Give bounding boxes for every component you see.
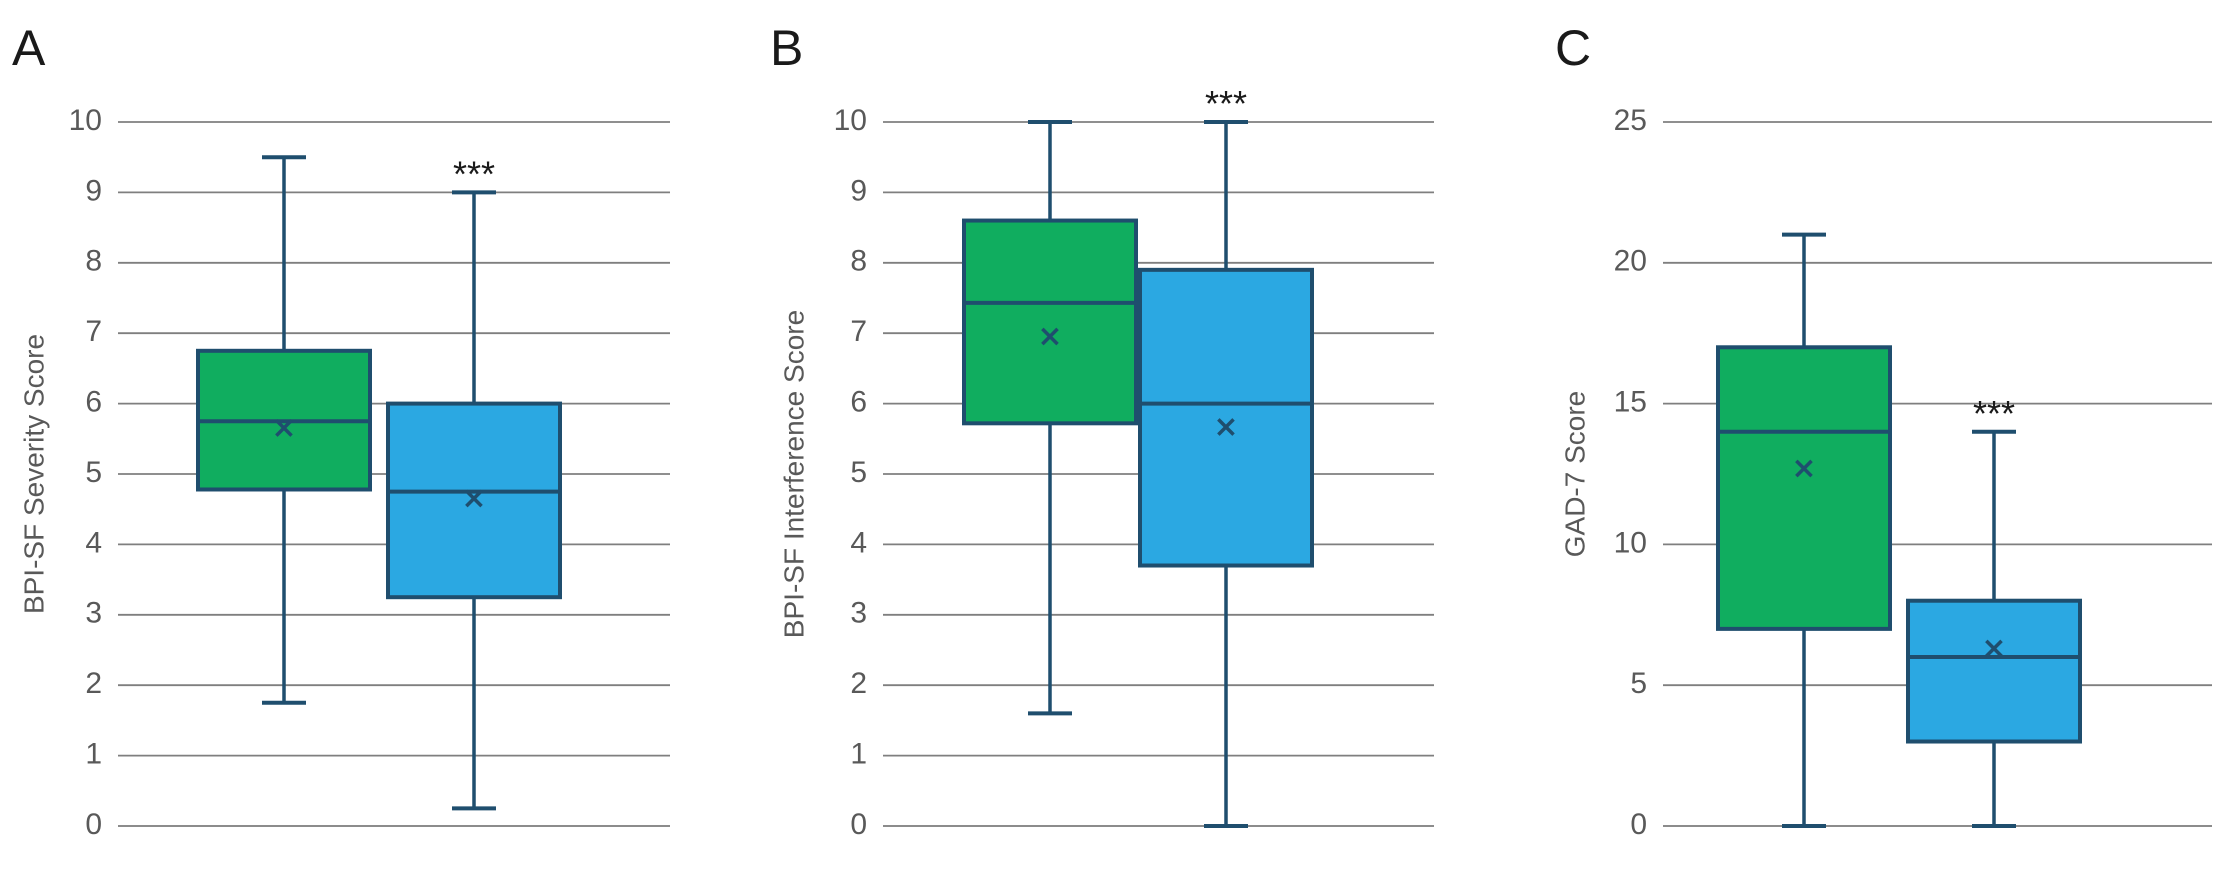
panel-c: C 0 5 10 15 20 25 GAD-7 Score × × ***	[1555, 20, 2212, 841]
y-tick-label: 6	[85, 386, 102, 419]
y-tick-label: 25	[1614, 104, 1647, 137]
y-tick-label: 0	[1630, 808, 1647, 841]
y-tick-label: 0	[850, 808, 867, 841]
y-tick-label: 3	[850, 597, 867, 630]
significance-label: ***	[453, 153, 495, 194]
mean-marker: ×	[1213, 409, 1238, 444]
y-axis-title: BPI-SF Interference Score	[778, 310, 809, 638]
box-group-2: × ***	[386, 153, 562, 811]
y-tick-label: 5	[1630, 667, 1647, 700]
y-tick-label: 8	[850, 245, 867, 278]
y-tick-label: 10	[834, 104, 867, 137]
box-group-1: ×	[196, 155, 372, 705]
significance-label: ***	[1205, 83, 1247, 124]
box-group-1: ×	[962, 120, 1138, 716]
y-tick-label: 8	[85, 245, 102, 278]
iqr-box	[962, 218, 1138, 426]
iqr-box	[1716, 345, 1892, 631]
iqr-box	[1906, 598, 2082, 744]
mean-marker: ×	[271, 411, 296, 446]
box-group-2: × ***	[1138, 83, 1314, 828]
y-tick-label: 3	[85, 597, 102, 630]
y-tick-label: 2	[85, 667, 102, 700]
panel-letter: A	[12, 20, 46, 76]
mean-marker: ×	[1037, 319, 1062, 354]
y-tick-label: 5	[85, 456, 102, 489]
y-tick-label: 1	[85, 738, 102, 771]
y-tick-label: 4	[850, 526, 867, 559]
significance-label: ***	[1973, 393, 2015, 434]
y-tick-label: 10	[69, 104, 102, 137]
box-group-1: ×	[1716, 232, 1892, 828]
y-tick-label: 15	[1614, 386, 1647, 419]
y-tick-label: 9	[850, 174, 867, 207]
y-axis-title: BPI-SF Severity Score	[18, 334, 49, 614]
y-tick-label: 2	[850, 667, 867, 700]
y-tick-label: 0	[85, 808, 102, 841]
iqr-box	[386, 401, 562, 600]
y-tick-label: 7	[850, 315, 867, 348]
y-tick-label: 6	[850, 386, 867, 419]
y-axis-title: GAD-7 Score	[1559, 391, 1590, 558]
mean-marker: ×	[461, 481, 486, 516]
mean-marker: ×	[1981, 631, 2006, 666]
panel-letter: B	[770, 20, 803, 76]
y-tick-label: 5	[850, 456, 867, 489]
y-tick-label: 10	[1614, 526, 1647, 559]
mean-marker: ×	[1791, 451, 1816, 486]
panel-a: A 0 1 2 3 4 5 6 7 8 9 10 BPI-SF Severity Score × × ***	[12, 20, 670, 841]
panel-letter: C	[1555, 20, 1591, 76]
box-group-2: × ***	[1906, 393, 2082, 828]
y-tick-label: 7	[85, 315, 102, 348]
y-tick-label: 4	[85, 526, 102, 559]
iqr-box	[1138, 267, 1314, 568]
y-tick-label: 1	[850, 738, 867, 771]
y-tick-label: 9	[85, 174, 102, 207]
y-tick-label: 20	[1614, 245, 1647, 278]
